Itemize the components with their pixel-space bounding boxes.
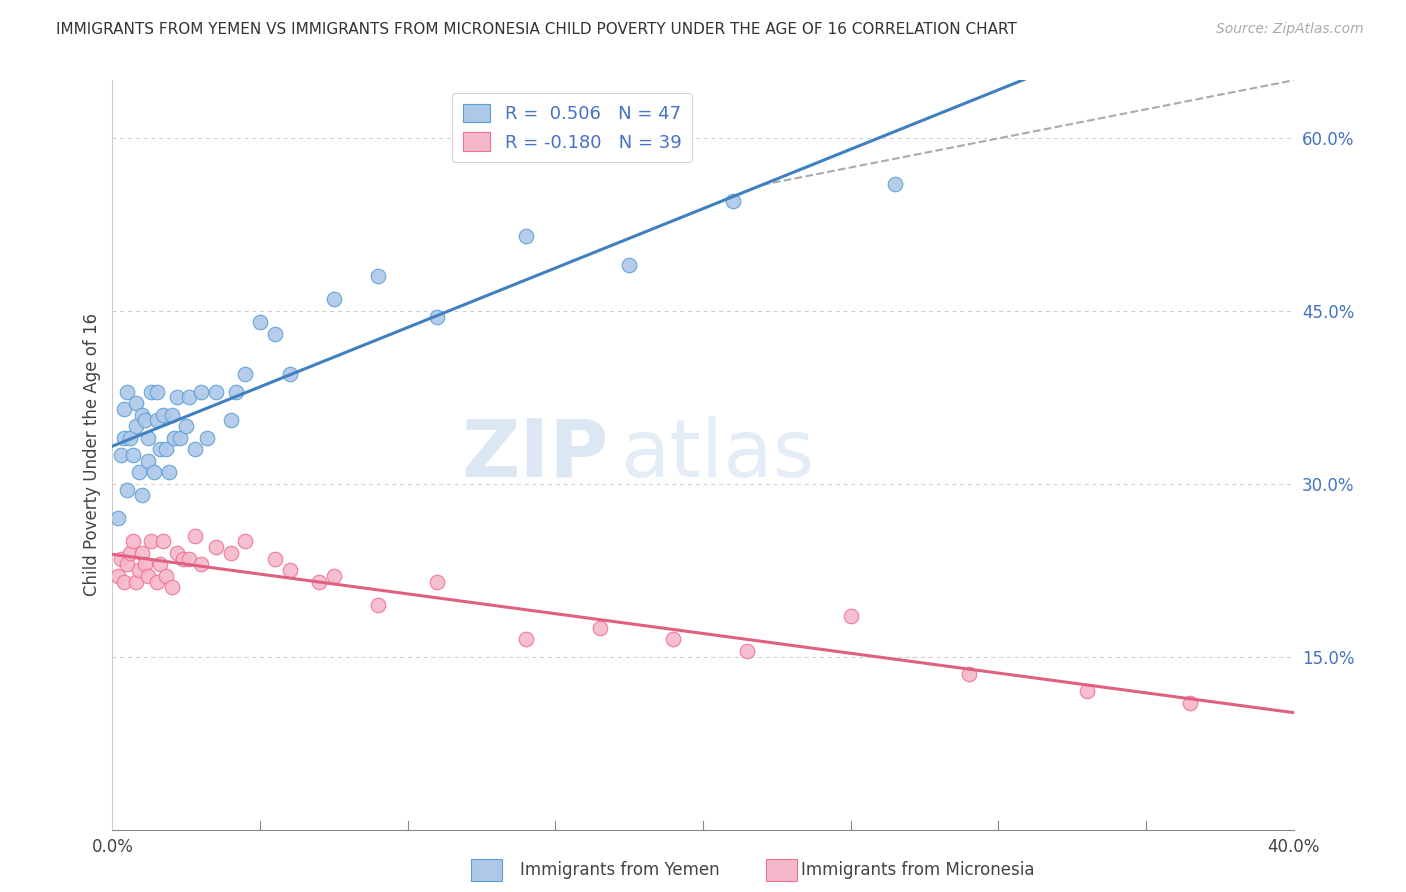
Point	[110, 448, 132, 462]
Point	[662, 632, 685, 647]
Point	[323, 569, 346, 583]
Point	[426, 310, 449, 324]
Text: Immigrants from Yemen: Immigrants from Yemen	[520, 861, 720, 879]
Point	[149, 558, 172, 572]
Point	[884, 177, 907, 191]
Point	[367, 598, 389, 612]
Point	[146, 413, 169, 427]
Point	[136, 569, 159, 583]
Point	[515, 228, 537, 243]
Point	[367, 269, 389, 284]
Point	[125, 574, 148, 589]
Point	[190, 384, 212, 399]
Point	[139, 384, 162, 399]
Point	[225, 384, 247, 399]
Point	[125, 396, 148, 410]
Point	[131, 408, 153, 422]
Point	[160, 408, 183, 422]
Point	[112, 401, 135, 416]
Point	[142, 465, 165, 479]
Point	[166, 390, 188, 404]
Point	[184, 528, 207, 542]
Point	[112, 574, 135, 589]
Point	[1178, 696, 1201, 710]
Point	[107, 511, 129, 525]
Point	[128, 465, 150, 479]
Point	[157, 465, 180, 479]
Point	[737, 644, 759, 658]
Point	[219, 546, 242, 560]
Point	[957, 667, 980, 681]
Point	[155, 442, 177, 457]
Point	[128, 563, 150, 577]
Point	[179, 551, 201, 566]
Point	[721, 194, 744, 209]
Point	[184, 442, 207, 457]
Point	[839, 609, 862, 624]
Point	[619, 258, 641, 272]
Point	[146, 384, 169, 399]
Point	[136, 431, 159, 445]
Point	[149, 442, 172, 457]
Point	[163, 431, 186, 445]
Point	[120, 546, 142, 560]
Point	[179, 390, 201, 404]
Point	[308, 574, 330, 589]
Point	[125, 419, 148, 434]
Point	[205, 384, 228, 399]
Point	[131, 488, 153, 502]
Point	[278, 368, 301, 382]
Point	[174, 419, 197, 434]
Text: Source: ZipAtlas.com: Source: ZipAtlas.com	[1216, 22, 1364, 37]
Point	[264, 326, 287, 341]
Point	[110, 551, 132, 566]
Point	[136, 453, 159, 467]
Point	[134, 558, 156, 572]
Text: ZIP: ZIP	[461, 416, 609, 494]
Point	[205, 540, 228, 554]
Y-axis label: Child Poverty Under the Age of 16: Child Poverty Under the Age of 16	[83, 313, 101, 597]
Text: Immigrants from Micronesia: Immigrants from Micronesia	[801, 861, 1035, 879]
Point	[107, 569, 129, 583]
Point	[166, 546, 188, 560]
Point	[120, 431, 142, 445]
Point	[131, 546, 153, 560]
Point	[139, 534, 162, 549]
Point	[426, 574, 449, 589]
Point	[278, 563, 301, 577]
Point	[233, 368, 256, 382]
Point	[169, 431, 191, 445]
Point	[323, 293, 346, 307]
Point	[155, 569, 177, 583]
Point	[134, 413, 156, 427]
Point	[264, 551, 287, 566]
Point	[233, 534, 256, 549]
Point	[117, 558, 138, 572]
Point	[249, 315, 271, 329]
Point	[152, 408, 174, 422]
Point	[172, 551, 194, 566]
Legend: R =  0.506   N = 47, R = -0.180   N = 39: R = 0.506 N = 47, R = -0.180 N = 39	[453, 93, 692, 162]
Point	[152, 534, 174, 549]
Point	[1076, 684, 1098, 698]
Point	[515, 632, 537, 647]
Point	[195, 431, 218, 445]
Point	[588, 621, 610, 635]
Text: IMMIGRANTS FROM YEMEN VS IMMIGRANTS FROM MICRONESIA CHILD POVERTY UNDER THE AGE : IMMIGRANTS FROM YEMEN VS IMMIGRANTS FROM…	[56, 22, 1017, 37]
Point	[146, 574, 169, 589]
Point	[122, 448, 145, 462]
Text: atlas: atlas	[620, 416, 814, 494]
Point	[190, 558, 212, 572]
Point	[112, 431, 135, 445]
Point	[160, 581, 183, 595]
Point	[117, 384, 138, 399]
Point	[122, 534, 145, 549]
Point	[219, 413, 242, 427]
Point	[117, 483, 138, 497]
